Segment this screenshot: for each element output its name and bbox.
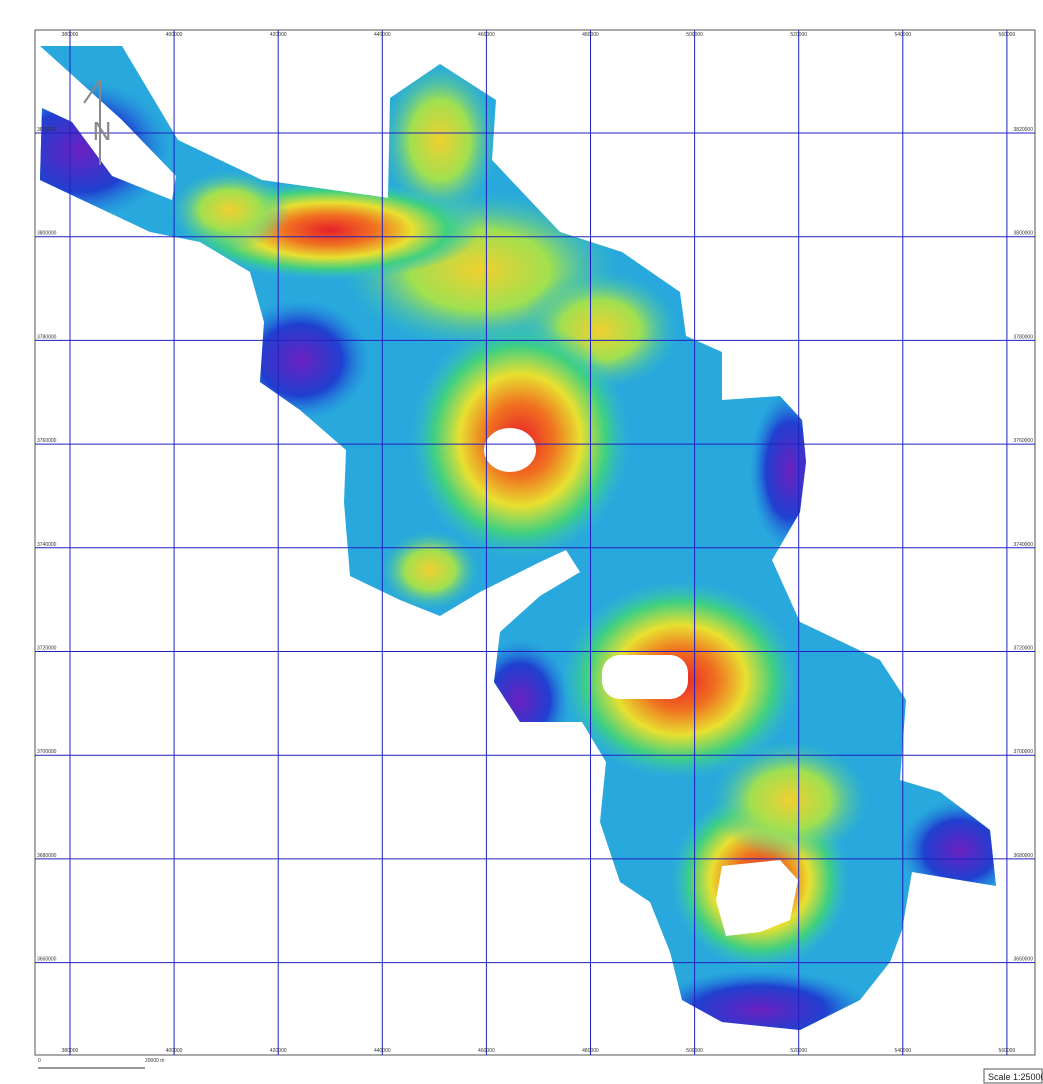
x-label: 440000 (374, 32, 391, 38)
y-label: 3740000 (1014, 542, 1034, 548)
y-label: 3760000 (37, 438, 57, 444)
y-label: 3780000 (1014, 334, 1034, 340)
bathymetry (0, 30, 1035, 1055)
x-label: 540000 (894, 32, 911, 38)
x-label: 400000 (166, 32, 183, 38)
x-label: 520000 (790, 32, 807, 38)
x-label: 560000 (999, 1048, 1016, 1054)
scale-text: Scale 1:250000 (988, 1072, 1043, 1082)
bathymetry-map: 380000 380000 400000 400000 420000 420000 4400… (0, 0, 1043, 1084)
x-label: 460000 (478, 1048, 495, 1054)
x-label: 420000 (270, 1048, 287, 1054)
y-label: 3800000 (1014, 231, 1034, 237)
x-label: 560000 (999, 32, 1016, 38)
x-label: 380000 (62, 32, 79, 38)
x-label: 540000 (894, 1048, 911, 1054)
scale-bar: 0 20000 m (38, 1058, 164, 1068)
y-label: 3740000 (37, 542, 57, 548)
x-label: 520000 (790, 1048, 807, 1054)
x-label: 440000 (374, 1048, 391, 1054)
y-label: 3760000 (1014, 438, 1034, 444)
x-label: 380000 (62, 1048, 79, 1054)
y-label: 3660000 (1014, 957, 1034, 963)
y-label: 3700000 (1014, 749, 1034, 755)
y-label: 3680000 (37, 853, 57, 859)
north-label: N (93, 116, 112, 146)
y-label: 3720000 (37, 646, 57, 652)
scale-end: 20000 m (145, 1058, 164, 1064)
x-label: 420000 (270, 32, 287, 38)
x-label: 400000 (166, 1048, 183, 1054)
x-label: 500000 (686, 1048, 703, 1054)
x-label: 480000 (582, 1048, 599, 1054)
y-label: 3780000 (37, 334, 57, 340)
y-label: 3720000 (1014, 646, 1034, 652)
x-label: 500000 (686, 32, 703, 38)
y-label: 3820000 (37, 127, 57, 133)
x-label: 460000 (478, 32, 495, 38)
y-label: 3660000 (37, 957, 57, 963)
scale-start: 0 (38, 1058, 41, 1064)
y-label: 3680000 (1014, 853, 1034, 859)
y-label: 3800000 (37, 231, 57, 237)
x-label: 480000 (582, 32, 599, 38)
y-label: 3820000 (1014, 127, 1034, 133)
y-label: 3700000 (37, 749, 57, 755)
